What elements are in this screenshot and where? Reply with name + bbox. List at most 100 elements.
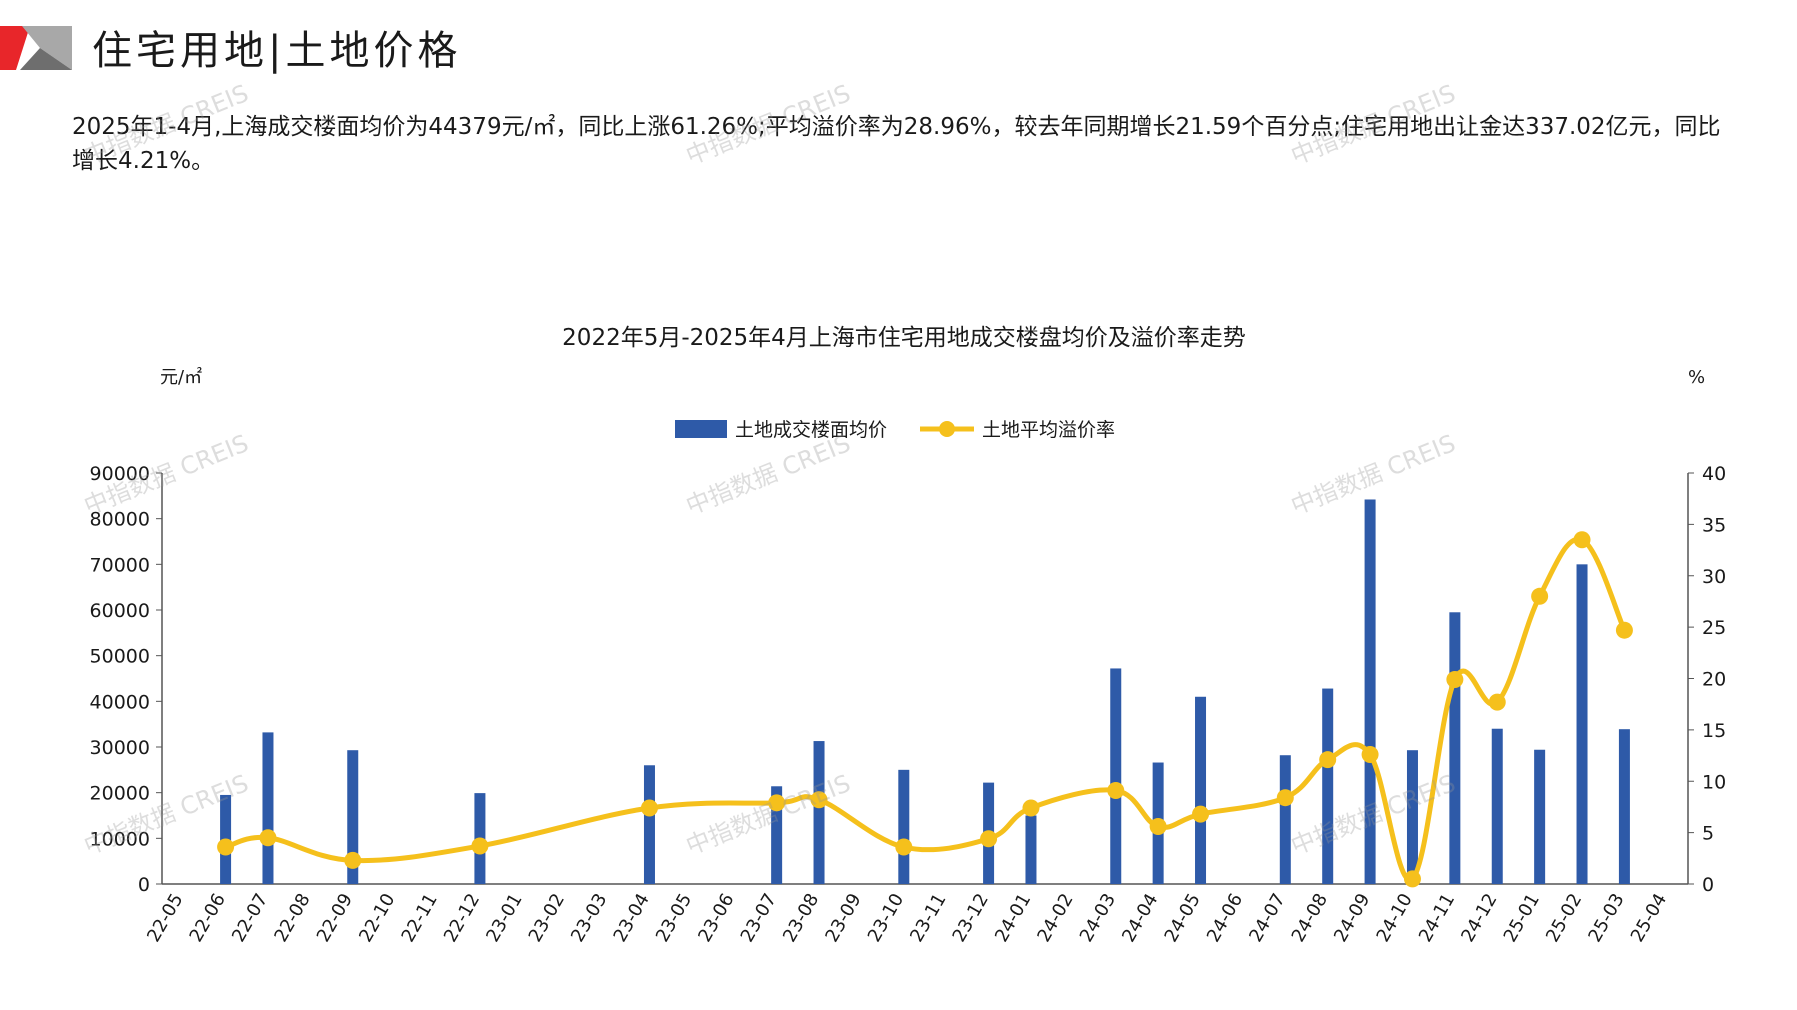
premium-rate-point xyxy=(1022,799,1040,817)
x-tick-label: 23-12 xyxy=(949,890,993,946)
x-tick-label: 24-04 xyxy=(1118,890,1162,946)
price-bar xyxy=(262,732,274,884)
page-title: 住宅用地|土地价格 xyxy=(92,28,462,74)
y-right-tick-label: 35 xyxy=(1702,514,1726,536)
y-left-tick-label: 90000 xyxy=(90,463,150,485)
y-left-tick-label: 30000 xyxy=(90,737,150,759)
y-left-tick-label: 40000 xyxy=(90,691,150,713)
x-tick-label: 25-02 xyxy=(1542,890,1586,946)
premium-rate-point xyxy=(471,837,489,855)
price-bar xyxy=(1195,696,1207,884)
premium-rate-line xyxy=(224,536,1627,883)
premium-rate-point xyxy=(1403,870,1421,888)
y-axis-left-ticks: 0 10000 20000 30000 40000 50000 60000 70000 8000… xyxy=(90,463,162,896)
premium-rate-point xyxy=(1446,671,1464,689)
price-bar xyxy=(1364,499,1376,884)
x-tick-label: 25-03 xyxy=(1584,890,1628,946)
x-tick-label: 23-01 xyxy=(482,890,526,946)
premium-rate-point xyxy=(1319,751,1337,769)
premium-rate-point xyxy=(259,829,277,847)
x-tick-label: 22-06 xyxy=(186,890,230,946)
bar-series xyxy=(220,499,1630,884)
x-tick-label: 24-03 xyxy=(1076,890,1120,946)
price-bar xyxy=(1576,564,1588,884)
price-bar xyxy=(347,750,359,884)
y-right-tick-label: 20 xyxy=(1702,669,1726,691)
x-tick-label: 22-12 xyxy=(440,890,484,946)
chart-title: 2022年5月-2025年4月上海市住宅用地成交楼盘均价及溢价率走势 xyxy=(562,325,1246,351)
y-right-tick-label: 30 xyxy=(1702,566,1726,588)
premium-rate-point xyxy=(768,794,786,812)
premium-rate-point xyxy=(1488,693,1506,711)
price-bar xyxy=(1491,728,1503,884)
y-left-tick-label: 60000 xyxy=(90,600,150,622)
legend-bar-swatch xyxy=(675,420,727,438)
x-tick-label: 23-07 xyxy=(737,890,781,946)
x-tick-label: 23-08 xyxy=(779,890,823,946)
y-axis-right-ticks: 0 5 10 15 20 25 30 35 40 xyxy=(1688,463,1726,896)
x-tick-label: 24-07 xyxy=(1245,890,1289,946)
line-series xyxy=(217,531,1633,888)
logo-dark-shape xyxy=(20,48,72,70)
premium-rate-point xyxy=(217,838,235,856)
x-tick-label: 25-04 xyxy=(1627,890,1671,946)
x-tick-label: 24-01 xyxy=(991,890,1035,946)
x-tick-label: 24-09 xyxy=(1330,890,1374,946)
premium-rate-point xyxy=(810,791,828,809)
y-right-tick-label: 15 xyxy=(1702,720,1726,742)
premium-rate-point xyxy=(1276,789,1294,807)
x-tick-label: 24-08 xyxy=(1288,890,1332,946)
x-tick-label: 23-05 xyxy=(652,890,696,946)
x-tick-label: 23-04 xyxy=(609,890,653,946)
logo-gray-shape xyxy=(22,26,72,70)
price-bar xyxy=(1534,749,1546,884)
x-tick-label: 22-09 xyxy=(313,890,357,946)
y-right-tick-label: 10 xyxy=(1702,771,1726,793)
price-bar xyxy=(898,769,910,884)
y-left-tick-label: 80000 xyxy=(90,509,150,531)
price-bar xyxy=(643,765,655,884)
premium-rate-point xyxy=(1615,621,1633,639)
legend-line-marker xyxy=(939,421,955,437)
price-bar xyxy=(771,786,783,884)
y-left-tick-label: 50000 xyxy=(90,646,150,668)
premium-rate-point xyxy=(1361,746,1379,764)
x-tick-label: 23-09 xyxy=(821,890,865,946)
premium-rate-point xyxy=(344,851,362,869)
price-bar xyxy=(1025,815,1037,884)
legend-line-label: 土地平均溢价率 xyxy=(982,419,1115,441)
x-tick-label: 23-10 xyxy=(864,890,908,946)
x-tick-label: 24-06 xyxy=(1203,890,1247,946)
y-left-tick-label: 70000 xyxy=(90,554,150,576)
premium-rate-point xyxy=(895,838,913,856)
price-bar xyxy=(813,741,825,884)
y-right-tick-label: 25 xyxy=(1702,617,1726,639)
premium-rate-point xyxy=(1149,817,1167,835)
price-bar xyxy=(1279,755,1291,884)
x-tick-label: 23-03 xyxy=(567,890,611,946)
x-axis-labels: 22-0522-0622-0722-0822-0922-1022-1122-12… xyxy=(143,890,1671,946)
x-tick-label: 24-10 xyxy=(1372,890,1416,946)
premium-rate-point xyxy=(980,830,998,848)
x-tick-label: 24-12 xyxy=(1457,890,1501,946)
x-tick-label: 24-05 xyxy=(1161,890,1205,946)
price-bar xyxy=(1406,750,1418,884)
x-tick-label: 24-02 xyxy=(1033,890,1077,946)
y-left-tick-label: 10000 xyxy=(90,828,150,850)
price-bar xyxy=(1449,612,1461,884)
price-bar xyxy=(1110,668,1122,884)
x-tick-label: 24-11 xyxy=(1415,890,1459,946)
summary-text: 2025年1-4月,上海成交楼面均价为44379元/㎡，同比上涨61.26%;平… xyxy=(72,114,1721,174)
x-tick-label: 22-05 xyxy=(143,890,187,946)
y-left-tick-label: 20000 xyxy=(90,783,150,805)
logo-red-shape xyxy=(0,26,30,70)
price-bar xyxy=(1322,688,1334,884)
premium-rate-point xyxy=(1192,805,1210,823)
x-tick-label: 22-08 xyxy=(270,890,314,946)
legend: 土地成交楼面均价 土地平均溢价率 xyxy=(675,419,1115,441)
x-tick-label: 23-11 xyxy=(906,890,950,946)
x-tick-label: 25-01 xyxy=(1500,890,1544,946)
x-tick-label: 22-07 xyxy=(228,890,272,946)
premium-rate-point xyxy=(1573,531,1591,549)
